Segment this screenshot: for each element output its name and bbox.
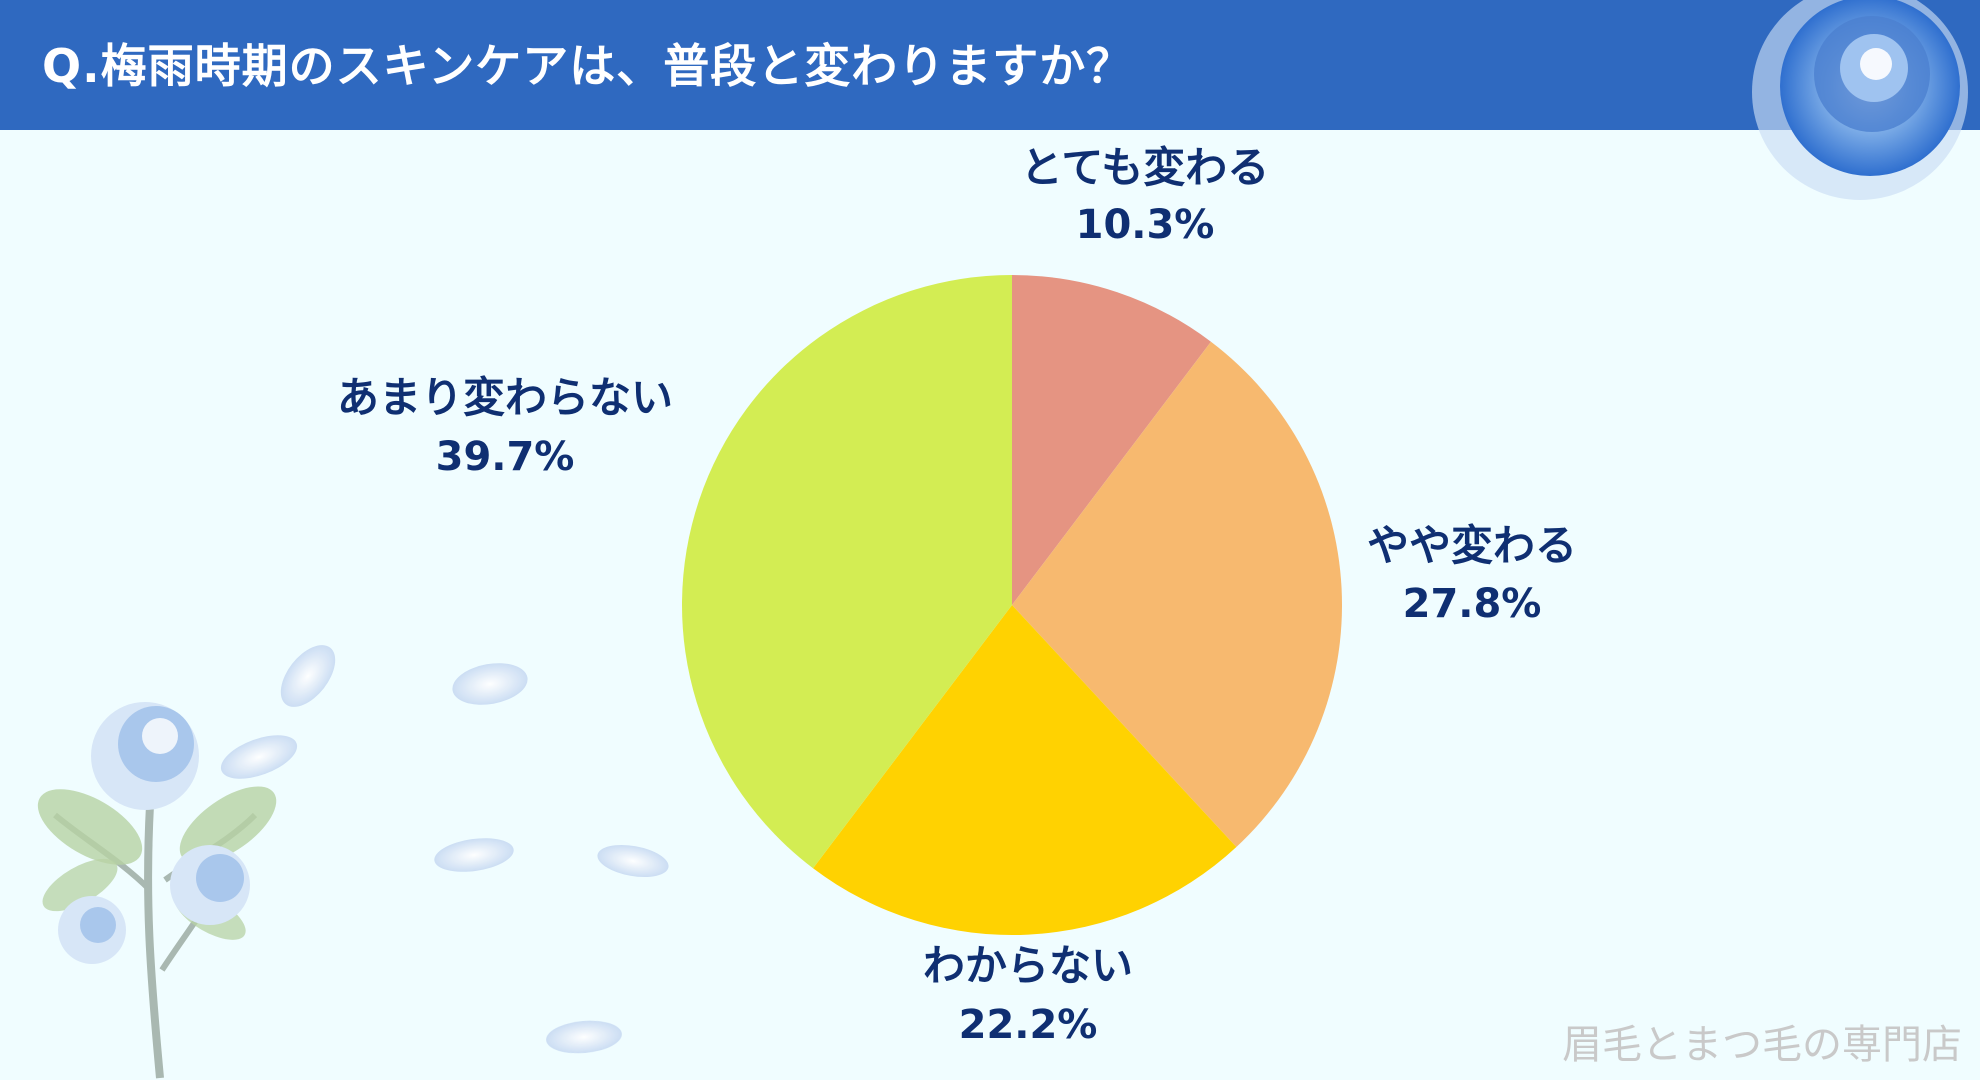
slice-value-4: 39.7% [436, 434, 575, 480]
slice-value-2: 27.8% [1403, 581, 1542, 627]
pie-slice-2 [1012, 341, 1342, 847]
watermark: 眉毛とまつ毛の専門店 [1562, 1022, 1962, 1068]
pie-slice-3 [813, 605, 1237, 935]
slice-value-1: 10.3% [1076, 202, 1215, 248]
pie-slice-4 [681, 275, 1012, 869]
blue-rose-icon [1752, 0, 1968, 200]
pie-slice-1 [1012, 275, 1211, 605]
slice-label-1: とても変わる [1021, 143, 1270, 192]
blue-rose-bouquet-icon [37, 702, 277, 1079]
slice-label-3: わからない [923, 941, 1133, 990]
slice-label-4: あまり変わらない [337, 373, 673, 422]
petal-icon [220, 645, 669, 1054]
header-bar: Q.梅雨時期のスキンケアは、普段と変わりますか？ [0, 0, 1980, 130]
slice-value-3: 22.2% [959, 1002, 1098, 1048]
slice-label-2: やや変わる [1367, 521, 1577, 570]
page-title: Q.梅雨時期のスキンケアは、普段と変わりますか？ [42, 39, 1134, 93]
